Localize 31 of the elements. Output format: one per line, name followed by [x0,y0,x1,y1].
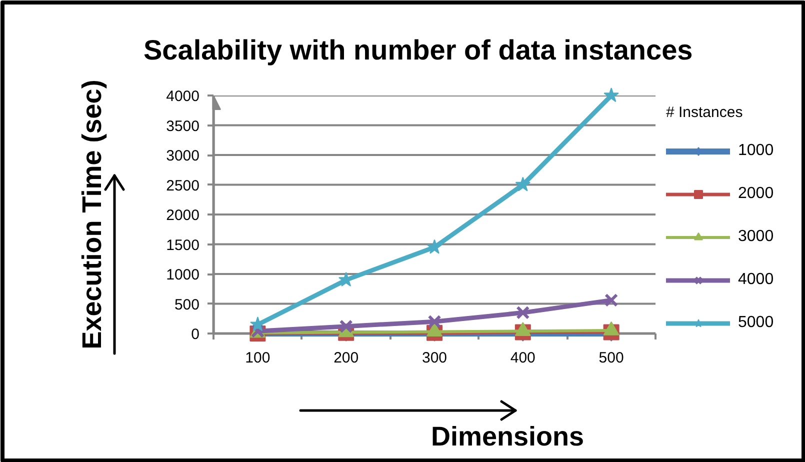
y-tick-label: 0 [191,326,200,343]
legend-title: # Instances [666,104,744,121]
x-tick-label: 100 [245,350,270,366]
y-axis-title: Execution Time (sec) [77,80,108,350]
y-tick-label: 4000 [166,88,200,105]
y-tick-label: 1000 [166,266,200,284]
legend-label: 2000 [738,184,774,204]
y-tick-label: 2500 [166,177,200,194]
legend-label: 4000 [738,270,774,290]
x-tick-label: 300 [422,350,448,366]
y-tick-label: 3500 [166,118,200,135]
y-tick-label: 1500 [166,236,200,254]
legend-label: 5000 [738,313,774,333]
y-tick-label: 2000 [166,207,200,224]
legend-label: 1000 [738,141,774,161]
chart-title: Scalability with number of data instances [144,34,693,66]
y-tick-label: 500 [174,296,200,314]
legend-label: 3000 [738,227,774,247]
y-tick-label: 3000 [166,148,200,164]
point [604,293,618,307]
point [515,176,531,192]
point [428,314,442,328]
x-axis-title: Dimensions [430,422,584,452]
point [516,306,530,320]
x-tick-label: 500 [598,350,624,366]
x-tick-label: 200 [334,350,359,366]
x-tick-label: 400 [510,350,536,366]
point [250,316,266,332]
point [604,88,619,102]
point [339,320,353,334]
point [426,239,442,254]
